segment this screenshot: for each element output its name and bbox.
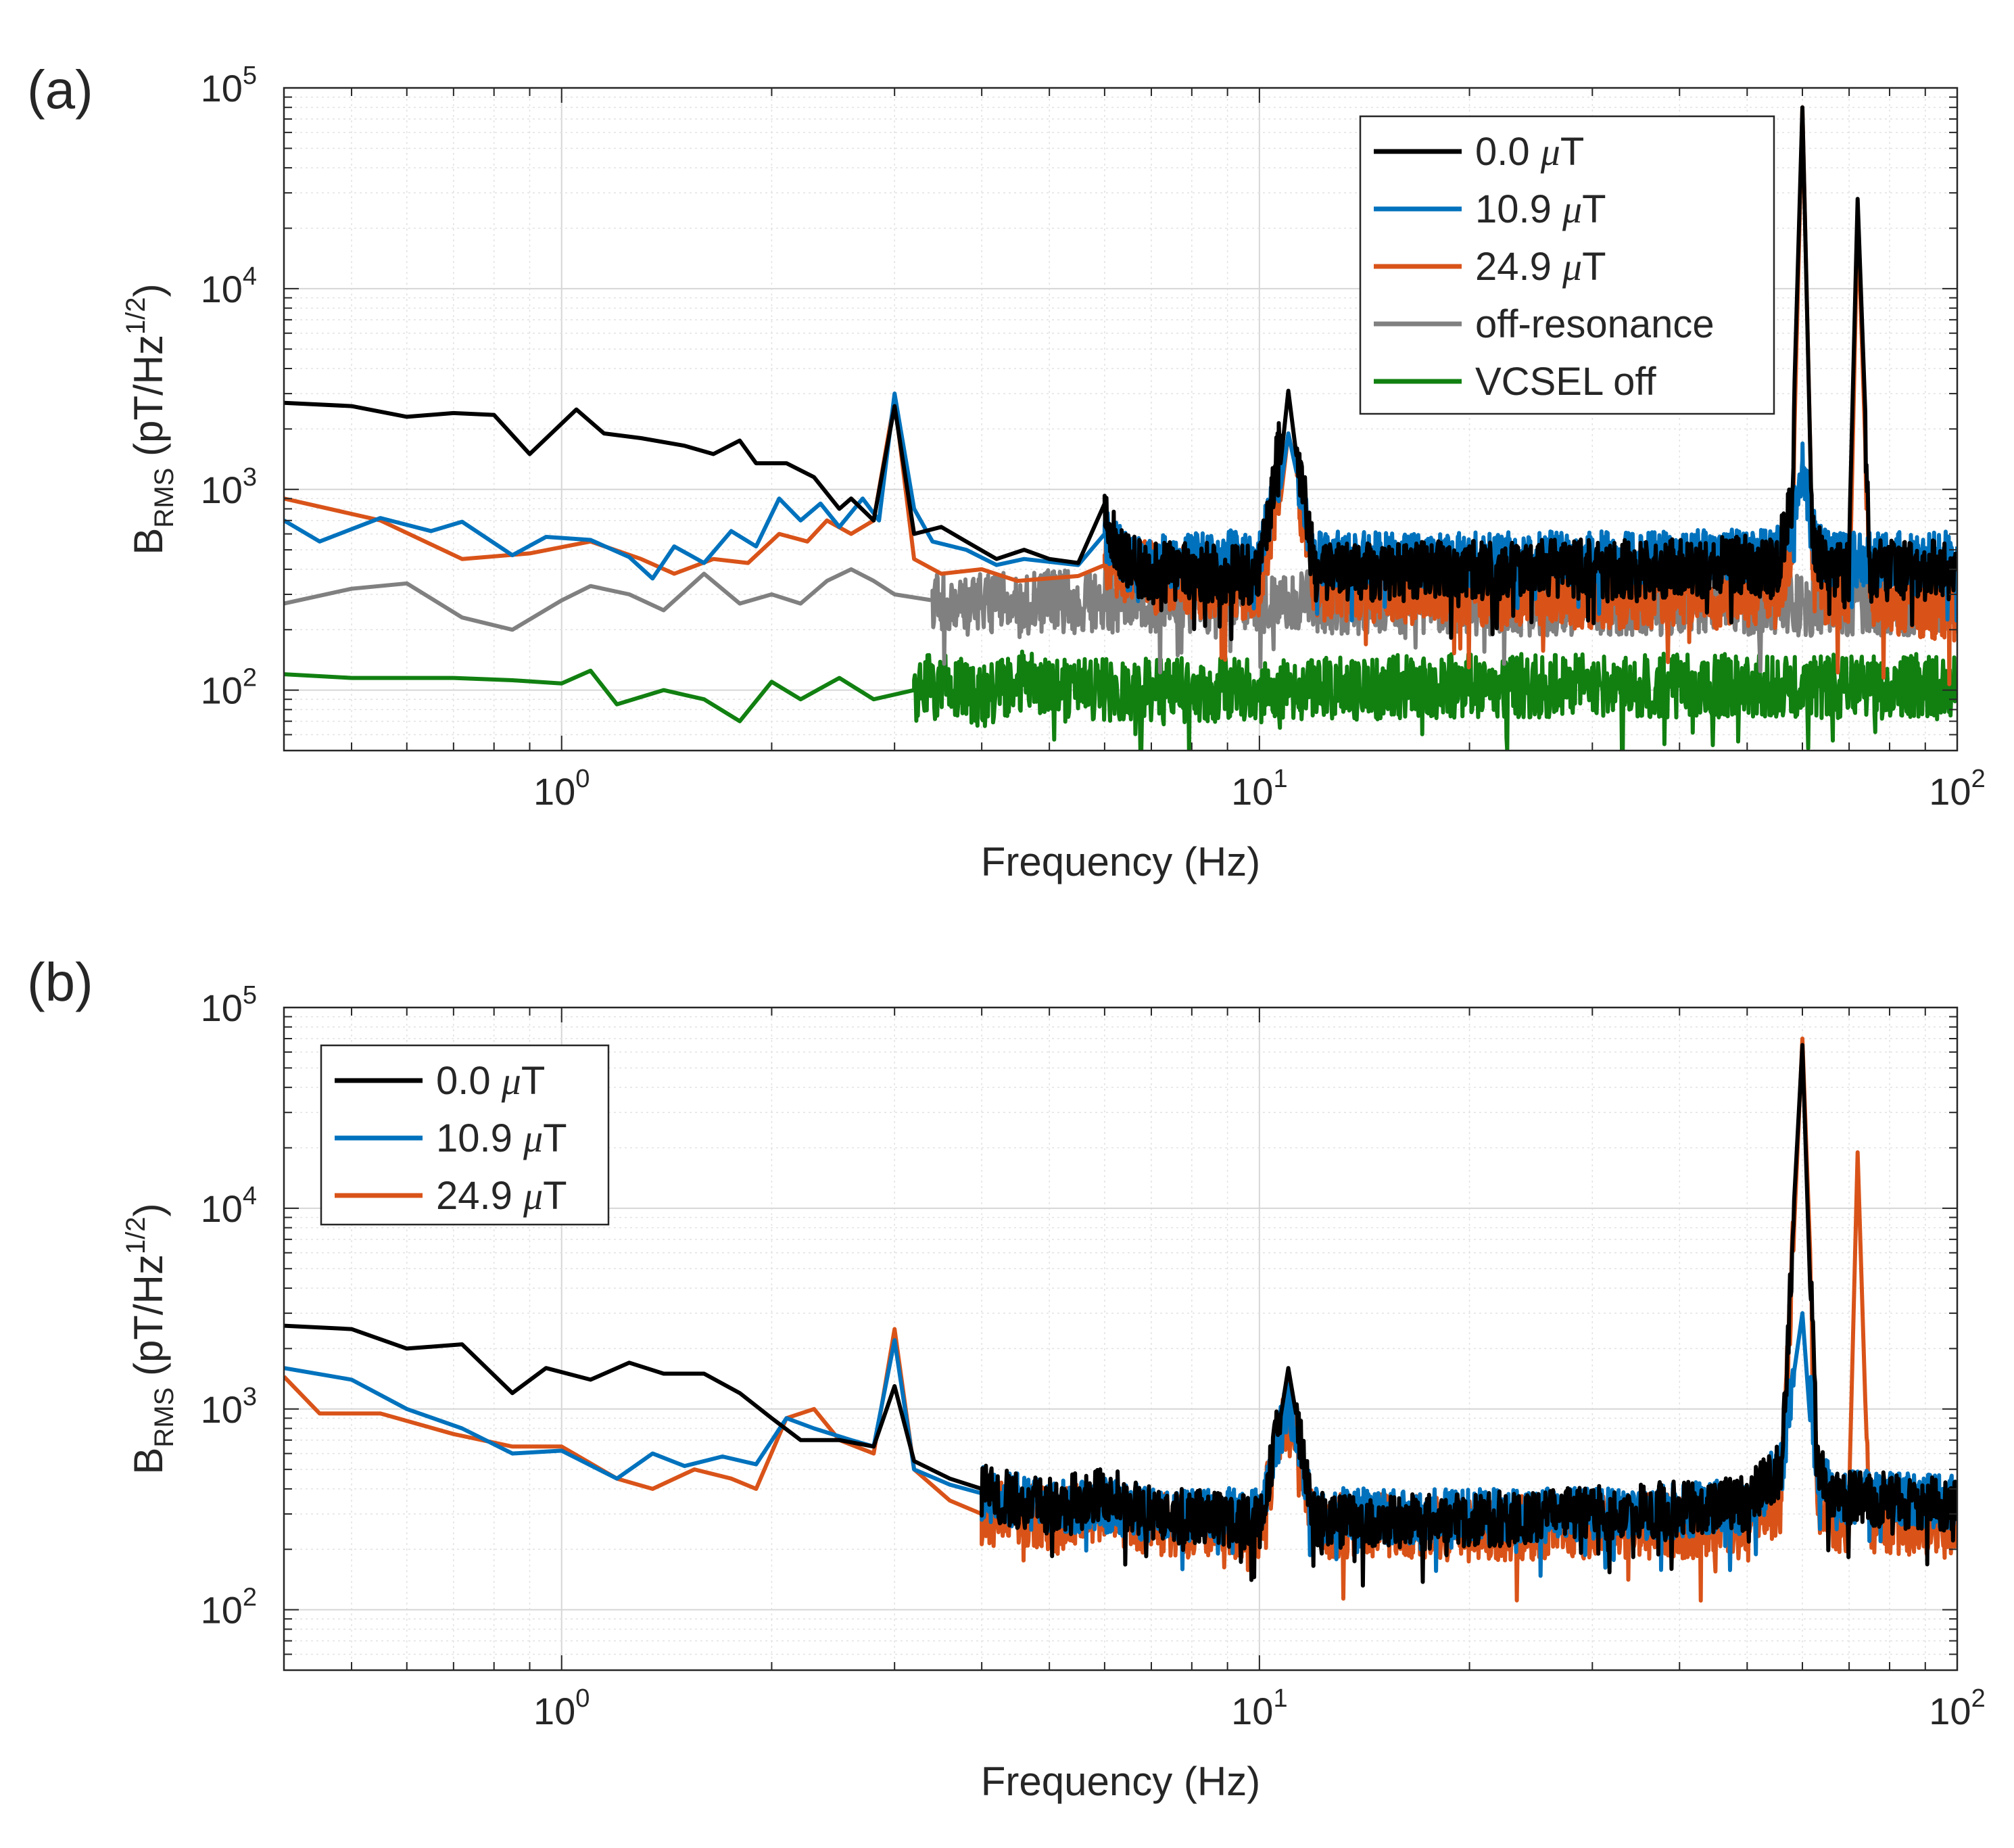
legend-entry: 0.0 μT — [1475, 130, 1584, 174]
x-tick-label: 102 — [1929, 1684, 1985, 1732]
panel-label: (b) — [27, 952, 93, 1012]
legend-entry: 0.0 μT — [436, 1059, 545, 1103]
y-tick-label: 102 — [201, 1584, 257, 1632]
series-line-0 — [284, 105, 1957, 642]
x-axis-label: Frequency (Hz) — [981, 839, 1260, 884]
legend-entry: VCSEL off — [1475, 360, 1656, 404]
x-tick-label: 100 — [533, 765, 590, 813]
y-axis-label: BRMS (pT/Hz1/2) — [121, 1203, 179, 1474]
y-tick-label: 103 — [201, 463, 257, 511]
y-tick-label: 105 — [201, 62, 257, 110]
y-tick-label: 105 — [201, 981, 257, 1029]
series-group — [284, 105, 1957, 751]
legend-box — [320, 1044, 610, 1226]
legend-entry: 10.9 μT — [436, 1116, 567, 1160]
series-line-4 — [284, 649, 1957, 751]
legend-entry: 24.9 μT — [1475, 245, 1606, 289]
legend-entry: 24.9 μT — [436, 1174, 567, 1218]
y-axis-label: BRMS (pT/Hz1/2) — [121, 283, 179, 554]
legend-entry: 10.9 μT — [1475, 187, 1606, 231]
y-tick-label: 103 — [201, 1383, 257, 1431]
legend: 0.0 μT 10.9 μT 24.9 μT — [320, 1044, 610, 1226]
series-group — [284, 1037, 1957, 1603]
x-tick-label: 101 — [1231, 1684, 1287, 1732]
x-tick-label: 101 — [1231, 765, 1287, 813]
axes-box — [283, 1006, 1959, 1672]
x-tick-label: 102 — [1929, 765, 1985, 813]
legend: 0.0 μT 10.9 μT 24.9 μT off-resonance VCSEL o… — [1359, 115, 1775, 415]
y-tick-label: 104 — [201, 1182, 257, 1230]
panel-b: (b) 100 101 102 102 103 104 105 Frequency (Hz) BR… — [27, 952, 1986, 1804]
axes-box — [283, 87, 1959, 752]
y-tick-label: 104 — [201, 262, 257, 310]
x-tick-label: 100 — [533, 1684, 590, 1732]
x-axis-label: Frequency (Hz) — [981, 1759, 1260, 1804]
panel-label: (a) — [27, 60, 93, 120]
legend-entry: off-resonance — [1475, 302, 1715, 346]
series-line-0 — [284, 1043, 1957, 1588]
y-tick-label: 102 — [201, 664, 257, 712]
panel-a: (a) 100 101 102 102 103 104 105 Frequency (Hz) BR… — [27, 60, 1986, 884]
